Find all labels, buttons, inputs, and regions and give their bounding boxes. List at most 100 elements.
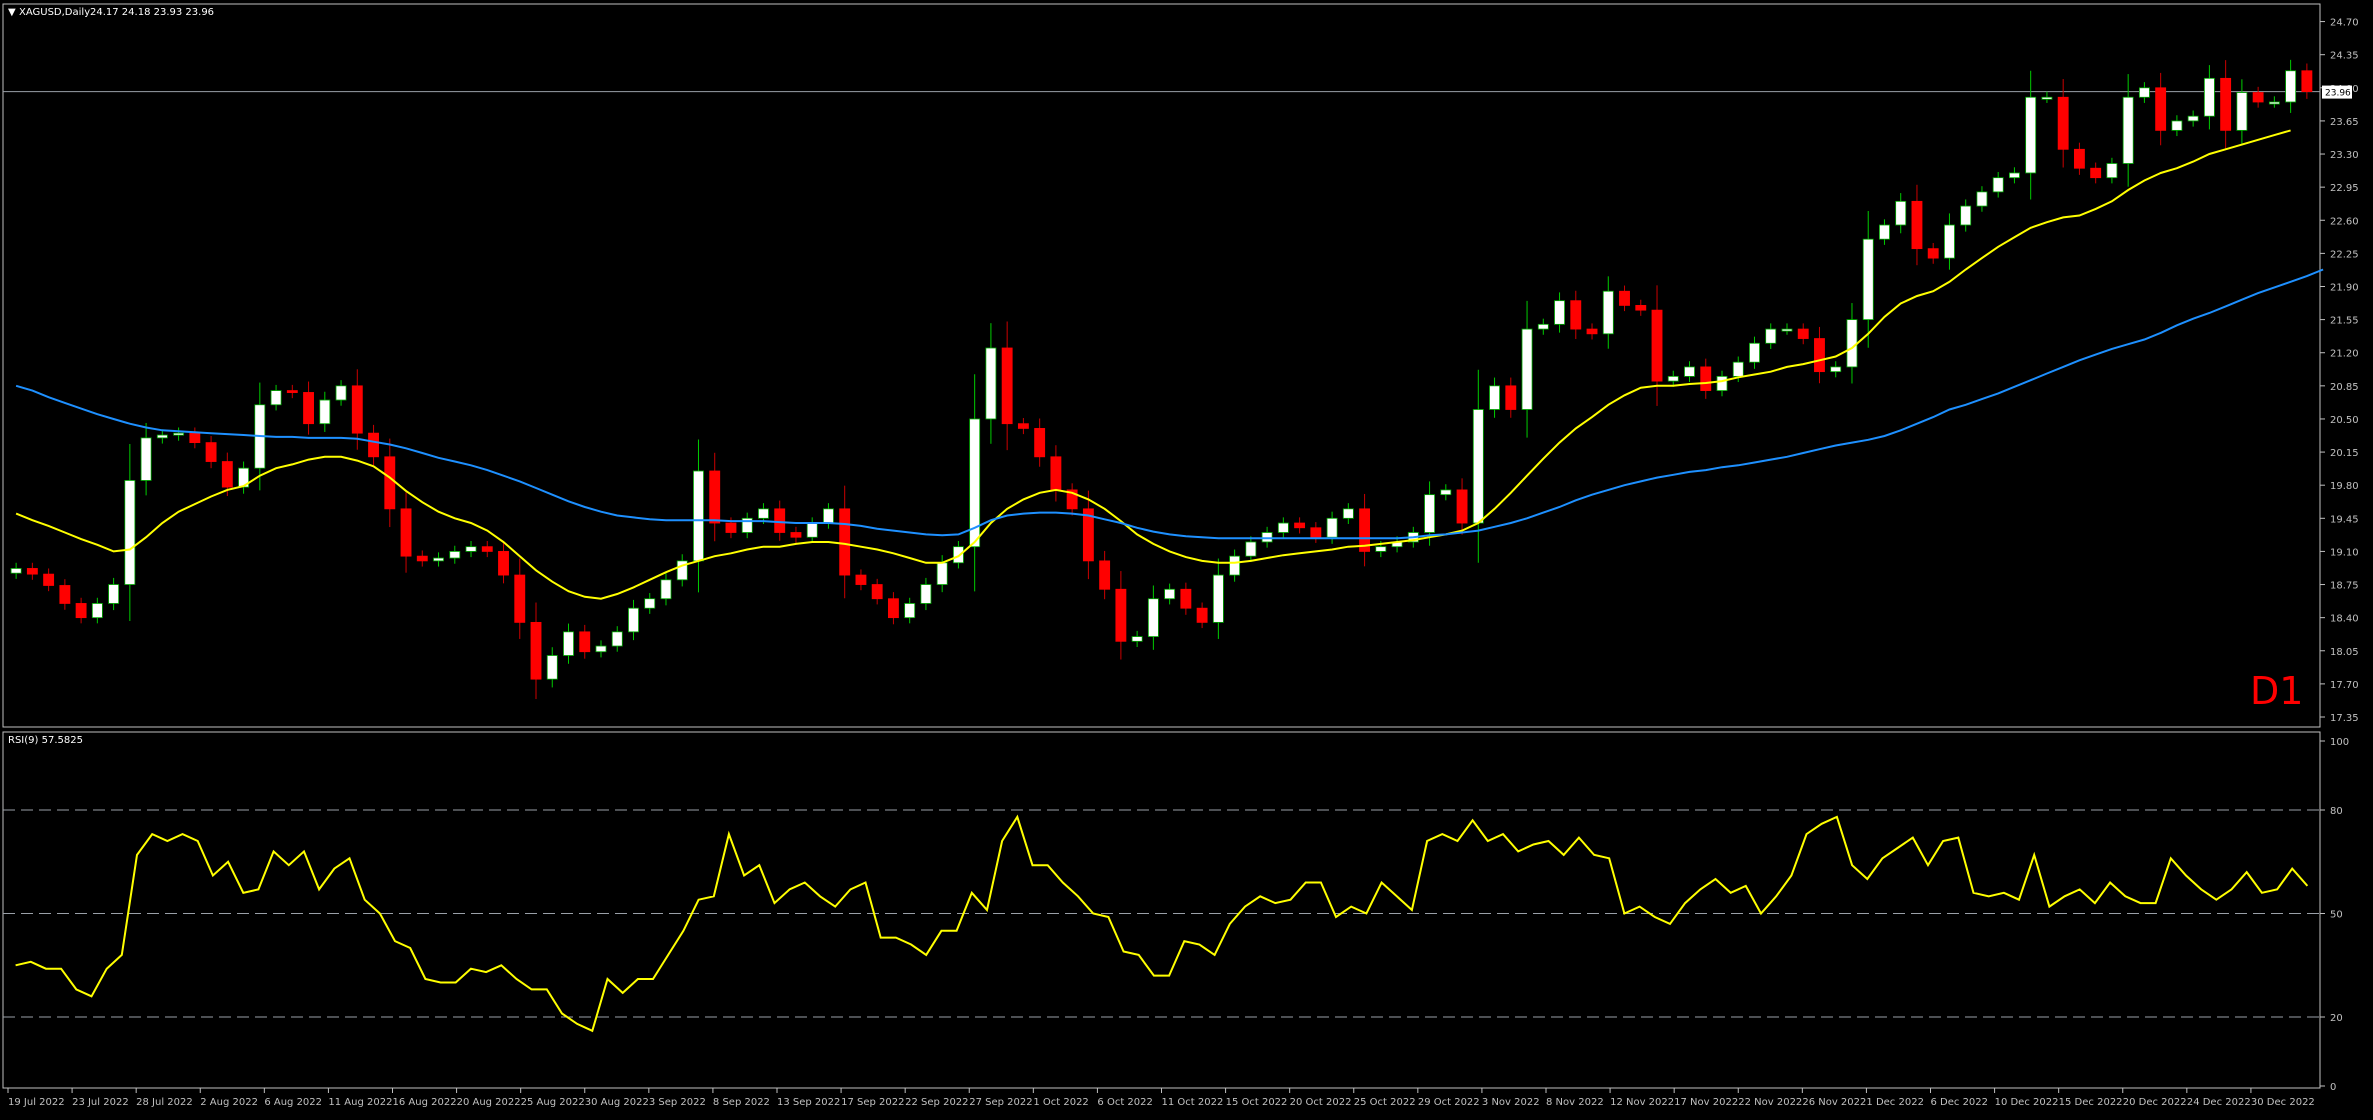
candle-body (173, 432, 185, 436)
candle-body (1927, 248, 1939, 259)
candle-body (1602, 290, 1614, 335)
candle-body (1034, 428, 1046, 458)
candle-body (449, 551, 461, 559)
date-axis-label: 12 Nov 2022 (1610, 1097, 1674, 1108)
candle (1537, 318, 1549, 335)
candle (644, 593, 656, 614)
candle (1164, 583, 1176, 605)
candle (790, 526, 802, 543)
candle-body (693, 470, 704, 562)
candle (59, 579, 71, 610)
candle-body (368, 432, 379, 458)
candle-body (1099, 560, 1111, 590)
price-axis-label: 21.20 (2330, 349, 2359, 360)
moving-average-fast-line (15, 129, 2291, 600)
candle-body (2122, 96, 2134, 164)
candle-body (1976, 191, 1988, 207)
candle (400, 492, 412, 573)
date-axis-label: 17 Sep 2022 (841, 1097, 904, 1108)
candle-body (1456, 489, 1468, 524)
price-axis-label: 24.35 (2330, 51, 2359, 62)
candle-body (1472, 409, 1484, 524)
candle-body (1245, 541, 1257, 557)
candle-body (1619, 290, 1630, 306)
candle-body (1797, 328, 1809, 339)
candle-body (1342, 508, 1354, 519)
candle-body (2090, 167, 2102, 179)
candle-body (1992, 177, 2004, 193)
candle (2073, 142, 2085, 175)
candle (173, 427, 185, 441)
candle (1342, 503, 1354, 524)
price-axis-label: 20.15 (2330, 448, 2359, 459)
candle (676, 554, 688, 587)
candle (709, 452, 721, 542)
candle (2171, 115, 2183, 137)
candle (1749, 336, 1760, 369)
candle (1440, 484, 1452, 501)
candle (2236, 79, 2248, 144)
candle (628, 599, 639, 641)
candle-body (1212, 574, 1224, 623)
candle (416, 550, 428, 567)
date-axis-label: 3 Sep 2022 (649, 1097, 706, 1108)
date-axis-label: 27 Sep 2022 (969, 1097, 1032, 1108)
candle-body (1651, 309, 1663, 382)
candle (1277, 517, 1289, 539)
candle (2122, 74, 2134, 187)
symbol-dropdown-icon[interactable]: ▼ (8, 7, 16, 18)
candle-body (2252, 92, 2264, 103)
candle (839, 485, 851, 599)
candle-body (790, 532, 802, 538)
candle-body (416, 555, 428, 562)
candle (1017, 418, 1029, 435)
candle-body (644, 598, 656, 609)
candle-body (2203, 77, 2215, 117)
candle-body (725, 522, 737, 533)
candle-body (2155, 87, 2167, 131)
candle (546, 647, 558, 688)
candle-body (758, 508, 769, 519)
candle-body (124, 480, 136, 585)
price-axis-label: 20.50 (2330, 415, 2359, 426)
candle (498, 543, 509, 584)
date-axis-label: 26 Nov 2022 (1802, 1097, 1866, 1108)
candle-body (1424, 494, 1436, 533)
candle-body (709, 470, 721, 524)
rsi-axis-label: 80 (2330, 806, 2343, 817)
date-axis-label: 16 Aug 2022 (393, 1097, 457, 1108)
candle-body (2285, 70, 2297, 103)
candle-body (1277, 522, 1289, 533)
candle (774, 500, 786, 541)
candle-body (75, 603, 87, 619)
candle-body (1879, 224, 1890, 240)
rsi-axis-label: 0 (2330, 1082, 2336, 1093)
candle-body (741, 517, 753, 533)
candle (952, 541, 964, 569)
candle-body (887, 598, 899, 619)
candle-body (2057, 96, 2069, 150)
candle-body (43, 573, 55, 586)
candle (2025, 70, 2037, 200)
date-axis-label: 22 Nov 2022 (1738, 1097, 1802, 1108)
candle (2090, 162, 2102, 184)
candle-body (1586, 328, 1598, 335)
candle (1099, 550, 1111, 600)
candle (1944, 213, 1955, 270)
candle-body (91, 603, 103, 619)
candle-body (1489, 385, 1500, 410)
date-axis-label: 10 Dec 2022 (1995, 1097, 2059, 1108)
candle-body (611, 631, 623, 647)
candle-body (823, 508, 834, 524)
candle-body (1895, 200, 1907, 226)
rsi-line (15, 814, 2309, 1033)
candle (2106, 157, 2118, 184)
date-axis-label: 25 Oct 2022 (1354, 1097, 1416, 1108)
candle (1602, 276, 1614, 349)
candle (855, 569, 867, 591)
candle (1294, 517, 1306, 534)
price-layer (3, 59, 2324, 700)
candle-body (1310, 527, 1322, 538)
